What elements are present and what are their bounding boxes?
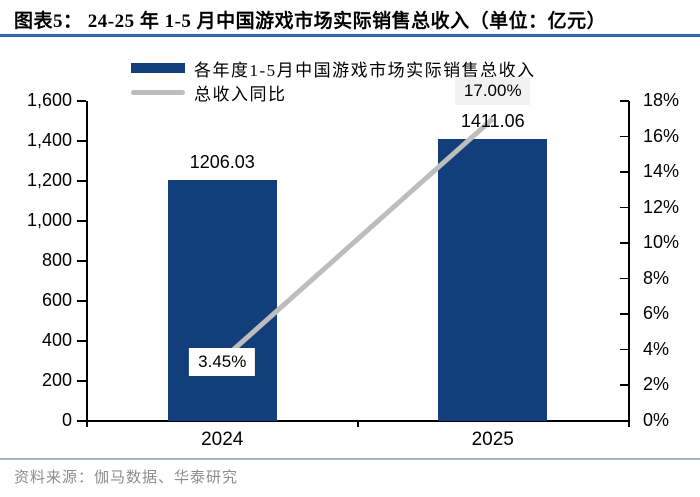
- bar-legend-swatch: [131, 63, 185, 73]
- legend-item-yoy: 总收入同比: [131, 80, 536, 104]
- legend-label-yoy: 总收入同比: [194, 84, 287, 104]
- right-axis-tick: [620, 206, 629, 209]
- source-note: 资料来源：伽马数据、华泰研究: [14, 470, 239, 486]
- right-axis-tick: [620, 100, 629, 102]
- right-axis-tick-label: 18%: [643, 90, 680, 110]
- left-axis-tick: [77, 260, 86, 262]
- left-axis-tick-label: 800: [41, 250, 72, 270]
- right-axis-tick-label: 2%: [643, 374, 670, 395]
- line-legend-swatch: [131, 89, 185, 95]
- left-axis-tick-label: 1,200: [26, 170, 72, 190]
- left-axis-tick-label: 200: [41, 370, 72, 390]
- left-axis-tick: [77, 380, 86, 382]
- right-axis-tick-label: 16%: [643, 125, 680, 146]
- right-axis-line: [628, 101, 630, 422]
- right-axis-tick: [620, 135, 629, 138]
- x-axis-label-2024: 2024: [201, 429, 244, 450]
- bar-value-label-2025: 1411.06: [460, 110, 525, 131]
- left-axis-tick-label: 1,000: [26, 210, 72, 230]
- yoy-line-path: [220, 116, 495, 362]
- right-axis-tick: [620, 348, 629, 351]
- legend-item-revenue: 各年度1-5月中国游戏市场实际销售总收入: [131, 56, 536, 80]
- left-axis-tick: [77, 220, 86, 222]
- left-axis-tick-label: 400: [41, 330, 72, 350]
- right-axis-tick: [620, 384, 629, 387]
- left-axis-tick-label: 1,400: [26, 130, 72, 150]
- legend-label-revenue: 各年度1-5月中国游戏市场实际销售总收入: [194, 60, 536, 80]
- chart-legend: 各年度1-5月中国游戏市场实际销售总收入 总收入同比: [131, 56, 536, 104]
- right-axis-tick-label: 14%: [643, 161, 680, 182]
- left-axis-tick: [77, 100, 86, 102]
- right-axis-tick-label: 6%: [643, 303, 670, 324]
- right-axis-tick-label: 10%: [643, 232, 680, 253]
- right-axis-tick: [620, 242, 629, 244]
- left-axis-tick-label: 600: [41, 290, 72, 310]
- left-axis-tick: [77, 180, 86, 182]
- bar-2024: [167, 179, 277, 421]
- bar-value-label-2024: 1206.03: [189, 151, 255, 172]
- left-axis-tick-label: 0: [61, 410, 72, 430]
- right-axis-tick-label: 0%: [643, 410, 670, 430]
- left-axis-tick: [77, 340, 86, 342]
- right-axis-tick-label: 12%: [643, 196, 680, 217]
- right-axis-tick-label: 4%: [643, 338, 670, 359]
- line-value-label-2024: 3.45%: [189, 347, 256, 376]
- footer-divider: [0, 458, 700, 460]
- left-axis-tick: [77, 420, 86, 422]
- right-axis-tick-label: 8%: [643, 267, 670, 288]
- right-axis-tick: [620, 171, 629, 173]
- figure-title: 图表5： 24-25 年 1-5 月中国游戏市场实际销售总收入（单位：亿元）: [14, 11, 607, 32]
- left-axis-tick: [77, 300, 86, 302]
- x-axis-tick: [86, 421, 88, 427]
- x-axis-label-2025: 2025: [471, 429, 514, 450]
- right-axis-tick: [620, 277, 629, 280]
- left-axis-tick-label: 1,600: [26, 90, 72, 110]
- left-axis-tick: [77, 140, 86, 142]
- line-value-label-2025: 17.00%: [454, 76, 531, 105]
- bar-2025: [438, 138, 548, 421]
- title-underline: [0, 34, 700, 37]
- right-axis-tick: [620, 420, 629, 422]
- right-axis-tick: [620, 313, 629, 315]
- x-axis-tick: [628, 421, 630, 427]
- x-axis-line: [86, 420, 629, 422]
- left-axis-line: [86, 101, 88, 422]
- x-axis-tick: [357, 421, 359, 427]
